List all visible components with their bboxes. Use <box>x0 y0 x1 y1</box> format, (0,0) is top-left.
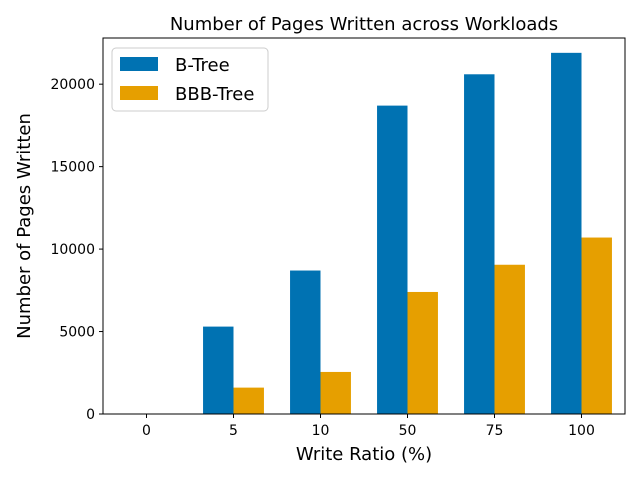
legend-swatch-bbb-tree <box>120 86 158 100</box>
bar-bbb-tree-5 <box>233 387 264 414</box>
y-tick-label: 0 <box>86 407 95 423</box>
x-tick-label: 100 <box>568 423 595 439</box>
bar-b-tree-50 <box>377 105 408 414</box>
x-tick-label: 5 <box>229 423 238 439</box>
bar-bbb-tree-10 <box>320 371 351 414</box>
y-tick-label: 20000 <box>50 77 95 93</box>
plot-area-frame <box>102 37 626 415</box>
bar-bbb-tree-100 <box>581 237 612 414</box>
chart-title: Number of Pages Written across Workloads <box>170 14 558 35</box>
y-axis-label: Number of Pages Written <box>14 113 35 339</box>
x-axis: 0 5 10 50 75 100 <box>142 414 595 439</box>
legend-swatch-b-tree <box>120 57 158 71</box>
legend-label-bbb-tree: BBB-Tree <box>175 84 254 105</box>
bar-b-tree-5 <box>203 326 234 414</box>
y-tick-label: 5000 <box>59 325 95 341</box>
bar-b-tree-100 <box>551 52 582 415</box>
x-tick-label: 50 <box>399 423 417 439</box>
y-axis: 0 5000 10000 15000 20000 <box>50 77 103 423</box>
legend: B-Tree BBB-Tree <box>111 47 269 112</box>
bar-bbb-tree-50 <box>407 291 438 414</box>
y-tick-label: 10000 <box>50 242 95 258</box>
x-tick-label: 75 <box>486 423 504 439</box>
x-tick-label: 0 <box>142 423 151 439</box>
bars-group <box>203 52 612 415</box>
x-tick-label: 10 <box>312 423 330 439</box>
legend-label-b-tree: B-Tree <box>175 55 230 76</box>
bar-b-tree-75 <box>464 74 495 414</box>
y-tick-label: 15000 <box>50 160 95 176</box>
bar-bbb-tree-75 <box>494 264 525 414</box>
x-axis-label: Write Ratio (%) <box>296 444 432 465</box>
bar-b-tree-10 <box>290 270 321 414</box>
